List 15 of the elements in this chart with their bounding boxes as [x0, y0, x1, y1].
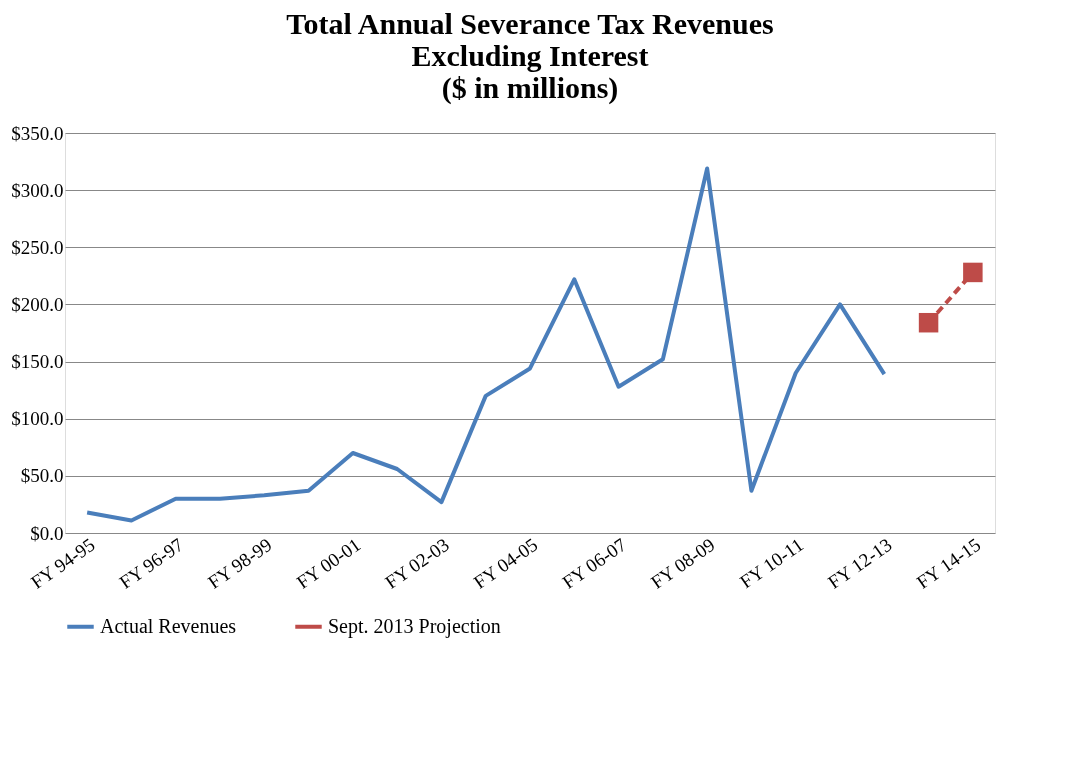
x-tick-label: FY 00-01 — [292, 533, 365, 593]
text: Excluding Interest — [411, 39, 649, 72]
legend-label: Sept. 2013 Projection — [328, 614, 501, 638]
text: Total Annual Severance Tax Revenues — [286, 7, 774, 40]
legend-label: Actual Revenues — [100, 614, 237, 637]
x-tick-label: FY 10-11 — [736, 533, 808, 593]
y-tick-label: $350.0 — [11, 122, 64, 144]
y-tick-label: $150.0 — [11, 351, 64, 373]
text: ($ in millions) — [441, 71, 619, 104]
y-tick-label: $200.0 — [11, 293, 64, 315]
y-tick-label: $250.0 — [11, 236, 64, 258]
y-tick-label: $50.0 — [20, 465, 64, 487]
y-tick-label: $300.0 — [11, 179, 64, 201]
line-series — [85, 166, 887, 523]
y-tick-label: $100.0 — [11, 408, 64, 430]
